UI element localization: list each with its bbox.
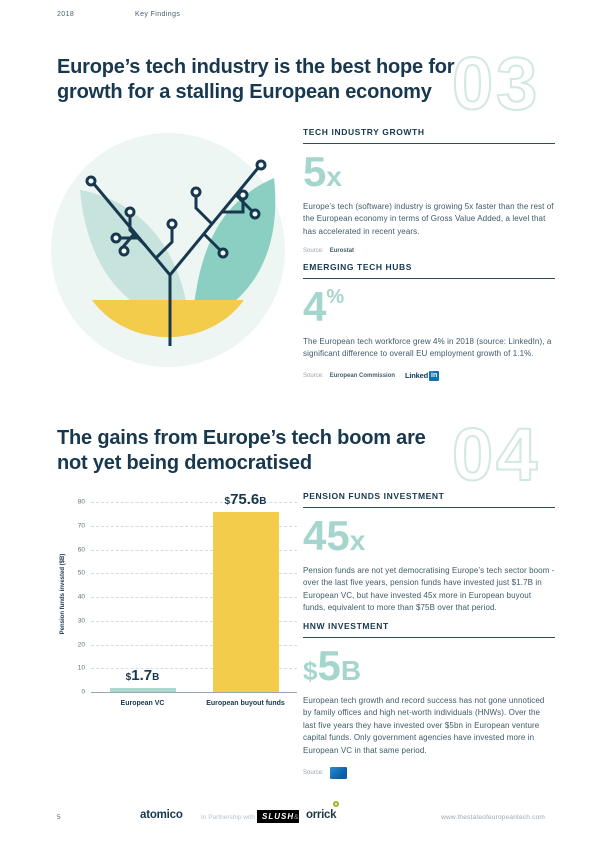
page-footer: 5 atomico In Partnership with SLUSH & or…: [0, 801, 600, 832]
linkedin-logo-word: Linked: [405, 371, 429, 381]
gridline: [91, 644, 297, 646]
tech-plant-illustration: [51, 133, 285, 367]
source-label: Source:: [303, 248, 324, 255]
page-number: 5: [57, 814, 61, 821]
stat-value-prefix: $: [303, 656, 318, 686]
source-name: European Commission: [329, 372, 396, 379]
gridline: [91, 549, 297, 551]
chart-yticks: 0 10 20 30 40 50 60 70 80: [71, 498, 85, 696]
stat-value: 45x: [303, 515, 555, 557]
stat-description: The European tech workforce grew 4% in 2…: [303, 337, 552, 359]
stat-value-number: 5: [303, 148, 327, 195]
stat-label: HNW INVESTMENT: [303, 621, 555, 638]
stat-label: TECH INDUSTRY GROWTH: [303, 127, 555, 144]
stat-value: $5B: [303, 645, 555, 687]
section4-title: The gains from Europe’s tech boom are no…: [57, 427, 426, 474]
bar-value-label: $1.7B: [125, 666, 160, 684]
y-tick-label: 70: [77, 522, 85, 530]
bar-value-label: $75.6B: [224, 491, 267, 509]
stat-description: European tech growth and record success …: [303, 696, 545, 755]
y-tick-label: 60: [77, 546, 85, 553]
report-year: 2018: [57, 11, 75, 18]
gridline: [91, 573, 297, 575]
stat-description: Pension funds are not yet democratising …: [303, 566, 555, 613]
source-name: Eurostat: [329, 248, 355, 255]
gridline: [91, 692, 297, 693]
bar-european-buyout-funds: [212, 512, 279, 692]
stat-tech-industry-growth: TECH INDUSTRY GROWTH 5x Europe’s tech (s…: [303, 127, 555, 254]
chart-y-axis-label: Pension funds invested ($B): [60, 553, 66, 635]
source-row: Source: European Commission Linked in: [303, 370, 555, 381]
y-tick-label: 20: [77, 641, 85, 648]
stat-value: 4%: [303, 286, 555, 328]
pension-funds-chart: Pension funds invested ($B) 0 10 20 30 40 50 6…: [45, 488, 297, 736]
stat-value-number: 5: [317, 642, 341, 689]
stat-label: PENSION FUNDS INVESTMENT: [303, 491, 555, 508]
gridline: [91, 597, 297, 598]
source-row: Source:: [303, 766, 555, 779]
soil-shape: [92, 300, 244, 338]
partnership-text: In Partnership with: [201, 814, 255, 821]
stat-description: Europe’s tech (software) industry is gro…: [303, 202, 554, 236]
source-label: Source:: [303, 372, 324, 379]
stat-value-number: 45: [303, 512, 350, 559]
y-tick-label: 30: [77, 617, 85, 625]
leaf-left: [80, 190, 190, 326]
stat-value-suffix: B: [340, 655, 362, 686]
circuit-stem: [92, 167, 260, 346]
stat-value-suffix: x: [349, 525, 366, 556]
section3-title: Europe’s tech industry is the best hope …: [57, 56, 455, 103]
linkedin-logo-badge: in: [429, 370, 440, 381]
chart-plot: $1.7B $75.6B: [91, 492, 297, 693]
website-link[interactable]: www.thestateofeuropeantech.com: [441, 814, 545, 821]
source-label: Source:: [303, 769, 324, 776]
source-logo-badge: [329, 766, 347, 779]
stat-value-number: 4: [303, 283, 327, 330]
stat-value-suffix: %: [326, 286, 345, 308]
source-row: Source: Eurostat: [303, 248, 555, 254]
y-tick-label: 10: [77, 664, 85, 672]
stat-hnw-investment: HNW INVESTMENT $5B European tech growth …: [303, 621, 555, 779]
report-section-label: Key Findings: [135, 11, 181, 18]
orrick-logo-ring-icon: [333, 801, 340, 807]
stat-pension-funds-investment: PENSION FUNDS INVESTMENT 45x Pension fun…: [303, 491, 555, 615]
section3-number: 03: [451, 42, 541, 125]
linkedin-logo: Linked in: [405, 370, 440, 381]
gridline: [91, 502, 297, 503]
y-tick-label: 40: [77, 593, 85, 601]
stat-value-suffix: x: [326, 161, 342, 192]
orrick-logo: orrick: [306, 801, 340, 821]
gridline: [91, 620, 297, 622]
atomico-logo: atomico: [140, 809, 183, 821]
bar-european-vc: [109, 687, 176, 692]
stat-emerging-tech-hubs: EMERGING TECH HUBS 4% The European tech …: [303, 262, 555, 381]
slush-logo: SLUSH: [257, 810, 300, 823]
stat-label: EMERGING TECH HUBS: [303, 262, 555, 279]
gridline: [91, 668, 297, 670]
circuit-nodes: [85, 159, 267, 259]
orrick-logo-text: orrick: [306, 809, 337, 821]
y-tick-label: 80: [77, 498, 85, 506]
stat-value: 5x: [303, 151, 555, 193]
x-category-label: European buyout funds: [206, 700, 285, 707]
x-category-label: European VC: [120, 700, 165, 707]
ampersand: &: [294, 814, 299, 821]
gridline: [91, 525, 297, 527]
y-tick-label: 50: [77, 569, 85, 577]
section4-number: 04: [451, 413, 541, 496]
y-tick-label: 0: [81, 688, 85, 696]
